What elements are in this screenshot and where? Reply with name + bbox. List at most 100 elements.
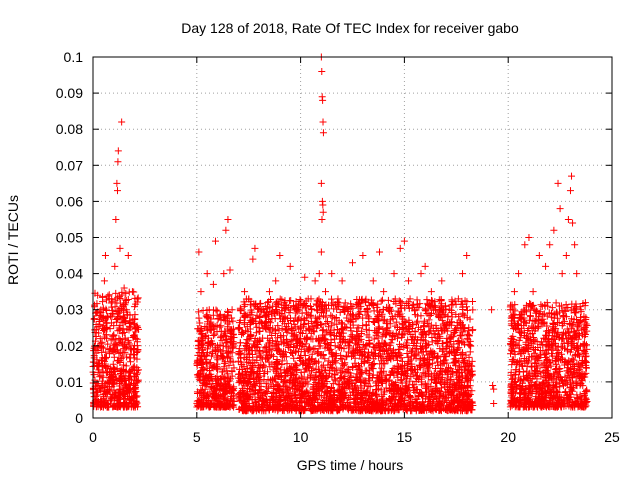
data-point <box>113 376 121 384</box>
data-point <box>302 340 310 348</box>
data-point <box>362 391 370 399</box>
data-point <box>316 336 324 344</box>
data-point <box>319 327 327 335</box>
data-point <box>92 398 100 406</box>
data-point <box>385 402 393 410</box>
data-point <box>267 381 275 389</box>
data-point <box>219 395 227 403</box>
data-point <box>260 320 268 328</box>
data-point <box>320 401 328 409</box>
data-point <box>115 349 123 357</box>
data-point <box>422 306 430 314</box>
data-point <box>282 394 290 402</box>
data-point <box>400 403 408 411</box>
data-point <box>333 366 341 374</box>
data-point <box>348 311 356 319</box>
data-point <box>327 301 335 309</box>
data-point <box>413 344 421 352</box>
data-point <box>393 318 401 326</box>
data-point <box>90 393 98 401</box>
data-point <box>422 330 430 338</box>
data-point <box>361 297 369 305</box>
data-point <box>347 403 355 411</box>
data-point <box>91 301 99 309</box>
data-point <box>361 397 369 405</box>
data-point <box>408 320 416 328</box>
data-point <box>421 337 429 345</box>
data-point <box>367 296 375 304</box>
data-point <box>280 353 288 361</box>
data-point <box>120 384 128 392</box>
data-point <box>419 354 427 362</box>
data-point <box>203 345 211 353</box>
data-point <box>407 352 415 360</box>
data-point <box>102 324 110 332</box>
data-point <box>358 327 366 335</box>
data-point <box>287 337 295 345</box>
data-point <box>247 331 255 339</box>
data-point <box>105 378 113 386</box>
data-point <box>326 393 334 401</box>
data-point <box>95 366 103 374</box>
data-point <box>228 314 236 322</box>
data-point <box>397 298 405 306</box>
data-point <box>215 346 223 354</box>
data-point <box>97 313 105 321</box>
data-point <box>419 406 427 414</box>
data-point <box>379 359 387 367</box>
data-point <box>419 348 427 356</box>
data-point <box>290 354 298 362</box>
data-point <box>360 358 368 366</box>
data-point <box>443 327 451 335</box>
data-point <box>206 388 214 396</box>
data-point <box>248 308 256 316</box>
data-point <box>93 388 101 396</box>
data-point <box>421 395 429 403</box>
data-point <box>134 347 142 355</box>
data-point <box>452 325 460 333</box>
data-point <box>316 371 324 379</box>
data-point <box>118 330 126 338</box>
data-point <box>352 314 360 322</box>
data-point <box>439 392 447 400</box>
data-point <box>285 309 293 317</box>
data-point <box>390 298 398 306</box>
data-point <box>313 297 321 305</box>
data-point <box>96 311 104 319</box>
data-point <box>380 390 388 398</box>
data-point <box>256 313 264 321</box>
data-point <box>116 370 124 378</box>
data-point <box>280 299 288 307</box>
data-point <box>199 373 207 381</box>
data-point <box>390 389 398 397</box>
data-point <box>383 350 391 358</box>
data-point <box>305 345 313 353</box>
data-point <box>386 345 394 353</box>
data-point <box>273 356 281 364</box>
data-point <box>207 315 215 323</box>
data-point <box>196 328 204 336</box>
data-point <box>275 386 283 394</box>
data-point <box>116 358 124 366</box>
data-point <box>316 342 324 350</box>
data-point <box>225 361 233 369</box>
data-point <box>290 317 298 325</box>
data-point <box>328 321 336 329</box>
data-point <box>315 302 323 310</box>
data-point <box>133 377 141 385</box>
data-point <box>97 399 105 407</box>
data-point <box>397 394 405 402</box>
data-point <box>346 317 354 325</box>
data-point <box>300 321 308 329</box>
data-point <box>374 379 382 387</box>
data-point <box>444 338 452 346</box>
data-point <box>258 388 266 396</box>
data-point <box>306 392 314 400</box>
data-point <box>115 306 123 314</box>
data-point <box>195 370 203 378</box>
data-point <box>337 374 345 382</box>
data-point <box>288 393 296 401</box>
data-point <box>328 406 336 414</box>
data-point <box>341 359 349 367</box>
data-point <box>314 348 322 356</box>
